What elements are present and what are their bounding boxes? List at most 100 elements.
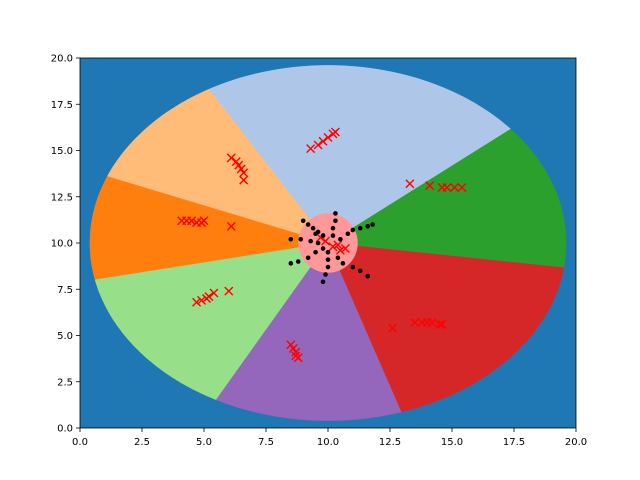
- cross-stroke: [204, 292, 214, 302]
- plot-area: [79, 57, 577, 429]
- dot-marker: [365, 274, 370, 279]
- cross-stroke: [387, 323, 397, 333]
- cross-stroke: [197, 295, 207, 305]
- cross-marker: [224, 286, 234, 296]
- cross-marker: [306, 144, 316, 154]
- cross-stroke: [405, 179, 415, 189]
- y-tick-label: 5.0: [57, 331, 73, 342]
- cross-marker: [410, 318, 420, 328]
- dot-marker: [325, 257, 331, 262]
- cross-stroke: [449, 183, 459, 192]
- region-sector: [327, 70, 511, 244]
- dot-marker: [288, 261, 294, 266]
- y-tick-label: 10.0: [51, 239, 73, 250]
- cross-stroke: [192, 297, 202, 307]
- cross-marker: [209, 288, 219, 298]
- cross-stroke: [234, 160, 244, 170]
- dot-marker: [313, 231, 318, 237]
- dot-marker: [315, 240, 321, 246]
- dot-marker: [333, 218, 338, 224]
- cross-marker: [226, 221, 236, 231]
- x-tick-label: 15.0: [441, 437, 463, 448]
- y-tick-label: 20.0: [51, 54, 73, 65]
- region-sector: [89, 176, 329, 244]
- cross-stroke: [435, 319, 445, 329]
- cross-stroke: [231, 157, 241, 167]
- cross-marker: [435, 319, 445, 329]
- region-sector: [106, 88, 329, 244]
- region-sector: [298, 65, 386, 244]
- y-tick-label: 0.0: [57, 424, 73, 435]
- cross-stroke: [330, 127, 340, 137]
- cross-stroke: [313, 140, 323, 150]
- dot-marker: [350, 264, 356, 270]
- cross-stroke: [199, 216, 209, 226]
- cross-stroke: [226, 221, 236, 231]
- dot-marker: [288, 237, 294, 242]
- cross-marker: [330, 127, 340, 137]
- cross-marker: [457, 183, 467, 192]
- cross-stroke: [239, 168, 249, 178]
- cross-stroke: [457, 183, 467, 192]
- dot-marker: [357, 268, 363, 274]
- cross-stroke: [410, 318, 420, 328]
- cross-marker: [226, 153, 236, 163]
- cross-stroke: [293, 353, 303, 363]
- dot-marker: [320, 246, 326, 251]
- cross-stroke: [340, 244, 350, 254]
- dot-marker: [345, 231, 351, 237]
- cross-stroke: [226, 153, 236, 163]
- dot-marker: [330, 233, 336, 238]
- dot-marker: [295, 259, 301, 264]
- cross-marker: [293, 353, 303, 363]
- dot-marker: [325, 264, 331, 270]
- dot-marker: [305, 222, 311, 227]
- region-sector: [215, 242, 402, 421]
- cross-marker: [340, 244, 350, 254]
- dot-marker: [323, 272, 328, 277]
- cross-stroke: [239, 175, 249, 185]
- marker-layer: [177, 127, 467, 363]
- cross-marker: [321, 236, 331, 246]
- cross-marker: [405, 179, 415, 189]
- cross-stroke: [286, 340, 296, 350]
- cross-stroke: [321, 236, 331, 246]
- cross-marker: [333, 240, 343, 250]
- cross-stroke: [333, 240, 343, 250]
- dot-marker: [330, 225, 336, 231]
- y-tick-label: 12.5: [51, 192, 73, 203]
- cross-marker: [291, 347, 301, 357]
- cross-marker: [313, 140, 323, 150]
- cross-stroke: [437, 319, 447, 329]
- cross-stroke: [425, 181, 435, 191]
- cross-marker: [239, 168, 249, 178]
- dot-marker: [350, 227, 356, 233]
- cross-stroke: [335, 245, 345, 255]
- cross-stroke: [236, 164, 246, 174]
- cross-marker: [437, 319, 447, 329]
- dot-marker: [320, 233, 326, 238]
- cross-marker: [192, 297, 202, 307]
- cross-stroke: [427, 318, 437, 328]
- cross-marker: [199, 216, 209, 226]
- cross-marker: [425, 181, 435, 191]
- dot-marker: [300, 218, 306, 224]
- dot-marker: [357, 225, 363, 231]
- dot-marker: [325, 249, 331, 255]
- cross-stroke: [209, 288, 219, 298]
- cross-marker: [239, 175, 249, 185]
- dot-marker: [333, 211, 338, 216]
- region-sector: [208, 66, 329, 244]
- cross-stroke: [442, 183, 452, 192]
- x-tick-label: 20.0: [565, 437, 587, 448]
- cross-marker: [442, 183, 452, 192]
- y-tick-label: 2.5: [57, 377, 73, 388]
- dot-marker: [313, 249, 318, 255]
- cross-marker: [197, 295, 207, 305]
- region-sector: [327, 128, 567, 268]
- dot-marker: [320, 279, 326, 285]
- dot-marker: [308, 238, 313, 244]
- cross-marker: [204, 292, 214, 302]
- cross-stroke: [306, 144, 316, 154]
